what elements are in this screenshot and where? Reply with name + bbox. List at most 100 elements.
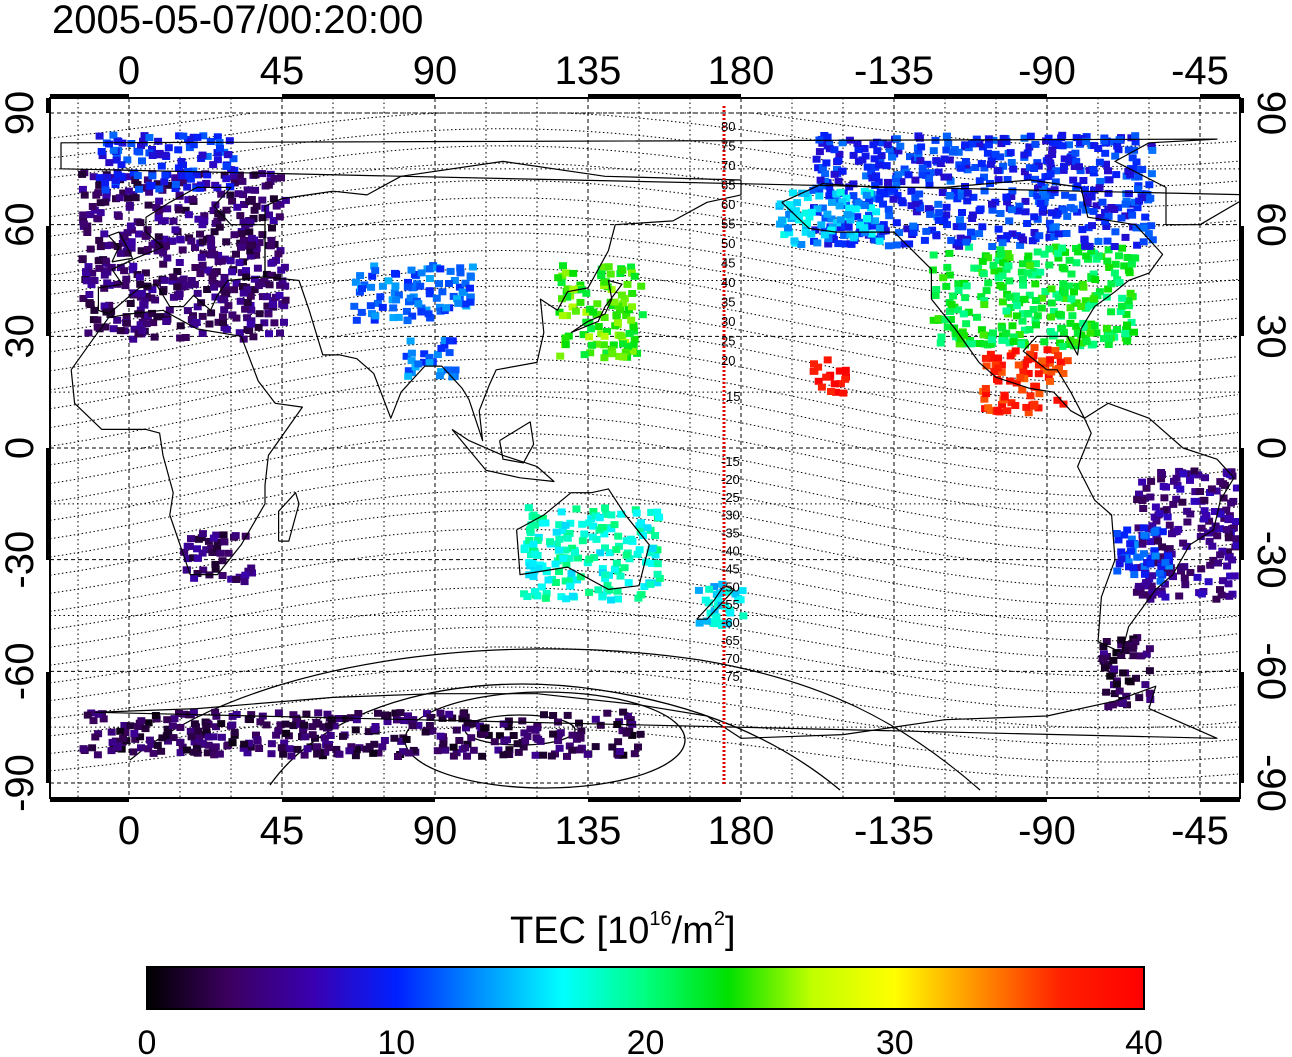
tec-cell (347, 743, 356, 751)
tec-cell (198, 312, 207, 320)
tec-cell (450, 277, 459, 284)
tec-cell (1211, 508, 1219, 515)
tec-cell (195, 734, 204, 742)
tec-cell (1154, 537, 1162, 545)
tec-cell (237, 269, 246, 277)
tec-cell (82, 277, 91, 285)
tec-cell (436, 307, 445, 315)
tec-cell (1034, 404, 1043, 412)
tec-cell (136, 306, 145, 314)
tec-cell (600, 278, 609, 286)
tec-cell (1105, 176, 1114, 184)
tec-cell (911, 176, 920, 184)
tec-cell (228, 197, 237, 205)
tec-cell (612, 546, 621, 554)
tec-cell (951, 187, 960, 195)
tec-cell (428, 727, 437, 735)
magnetic-lat-label: -65 (721, 633, 740, 648)
tec-cell (289, 722, 298, 730)
tec-cell (153, 279, 161, 287)
tec-cell (1056, 311, 1065, 319)
tec-cell (93, 214, 102, 222)
tec-cell (198, 739, 207, 747)
magnetic-pole-contour (129, 648, 981, 791)
tec-cell (1075, 163, 1083, 171)
tec-cell (955, 216, 964, 224)
tec-cell (131, 194, 140, 202)
tec-cell (1005, 254, 1014, 262)
tec-cell (246, 716, 254, 724)
tec-cell (1142, 579, 1150, 587)
tec-cell (939, 274, 948, 282)
tec-cell (622, 312, 631, 320)
tec-cell (245, 228, 254, 236)
tec-cell (196, 270, 205, 278)
tec-cell (154, 214, 163, 222)
tec-cell (993, 167, 1002, 175)
tec-cell (198, 221, 207, 229)
tec-cell (229, 155, 238, 163)
tec-cell (1115, 252, 1123, 260)
tec-cell (980, 173, 988, 181)
tec-cell (840, 231, 849, 239)
tec-cell (239, 744, 248, 752)
tec-cell (989, 261, 998, 269)
tec-cell (897, 178, 906, 186)
tec-cell (817, 221, 826, 229)
tec-cell (404, 278, 412, 286)
colorbar-tick-label: 20 (627, 1024, 665, 1057)
tec-cell (148, 152, 157, 159)
lon-tick-label-bottom: 180 (708, 809, 775, 853)
tec-cell (976, 205, 985, 213)
tec-cell (143, 226, 152, 234)
tec-cell (437, 368, 446, 376)
tec-cell (982, 362, 991, 370)
tec-cell (1204, 578, 1213, 586)
tec-cell (867, 170, 876, 177)
tec-cell (191, 244, 199, 251)
tec-cell (369, 749, 378, 757)
tec-cell (135, 148, 144, 156)
coastline-north-america (781, 179, 1164, 419)
tec-cell (984, 279, 993, 287)
tec-cell (718, 621, 726, 629)
tec-cell (1087, 247, 1096, 255)
tec-cell (776, 220, 785, 228)
tec-cell (854, 199, 863, 207)
tec-cell (610, 521, 619, 529)
tec-cell (86, 211, 95, 219)
tec-cell (929, 251, 938, 259)
tec-cell (1066, 336, 1075, 344)
tec-cell (1151, 503, 1160, 511)
coastline-asia (264, 160, 742, 442)
tec-cell (557, 508, 566, 516)
tec-cell (452, 726, 461, 734)
tec-cell (608, 743, 617, 751)
tec-cell (1124, 266, 1133, 274)
tec-cell (265, 211, 273, 219)
tec-cell (199, 132, 208, 140)
tec-cell (254, 282, 263, 290)
tec-cell (448, 714, 457, 722)
tec-cell (459, 710, 468, 718)
tec-cell (600, 354, 609, 362)
tec-cell (1141, 681, 1150, 689)
tec-cell (417, 269, 426, 277)
magnetic-contour (50, 112, 1239, 167)
tec-cell (948, 148, 957, 156)
tec-cell (267, 236, 276, 244)
tec-cell (281, 196, 290, 204)
tec-cell (178, 246, 187, 254)
tec-cell (186, 175, 195, 183)
tec-cell (159, 260, 168, 268)
tec-cell (215, 750, 224, 758)
tec-cell (813, 239, 822, 247)
tec-cell (569, 285, 578, 293)
tec-cell (1058, 324, 1067, 332)
tec-cell (884, 242, 893, 250)
tec-cell (505, 746, 514, 754)
tec-cell (936, 339, 945, 347)
lat-tick-label-right: -60 (1249, 642, 1292, 700)
tec-cell (1034, 162, 1043, 170)
colorbar-tick-label: 10 (377, 1024, 415, 1057)
